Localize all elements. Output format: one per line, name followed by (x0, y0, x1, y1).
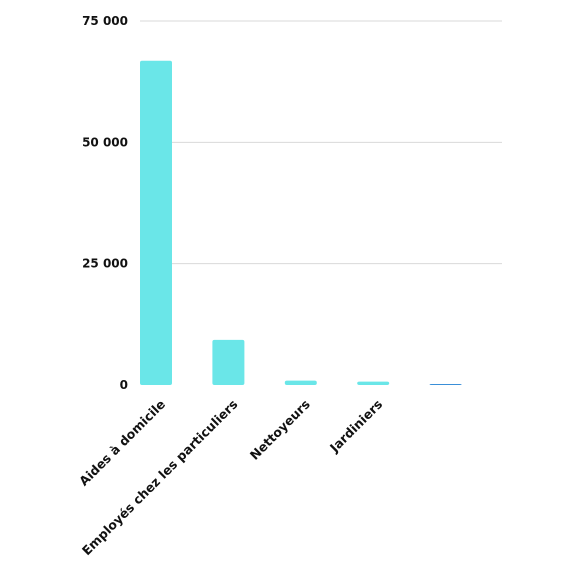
gridlines (140, 20, 502, 265)
bar (429, 384, 462, 385)
x-category-label: Employés chez les particuliers (79, 397, 241, 559)
bar (212, 339, 245, 385)
x-category-label: Jardiniers (326, 397, 385, 456)
bars (140, 60, 462, 385)
bar (284, 380, 317, 385)
y-tick-label: 75 000 (82, 14, 128, 28)
y-tick-label: 25 000 (82, 257, 128, 271)
y-tick-label: 50 000 (82, 135, 128, 149)
y-axis-tick-labels: 0 25 000 50 000 75 000 (82, 14, 128, 392)
bar (357, 381, 390, 385)
y-tick-label: 0 (120, 378, 128, 392)
bar (140, 60, 172, 385)
x-category-label: Nettoyeurs (247, 397, 313, 463)
